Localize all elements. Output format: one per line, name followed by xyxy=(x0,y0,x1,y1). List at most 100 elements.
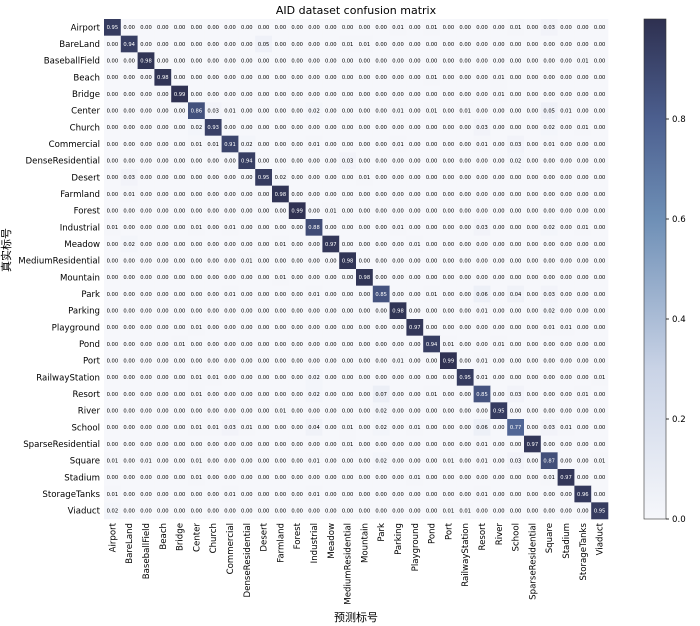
heatmap-cell-label: 0.00 xyxy=(291,108,303,114)
heatmap-cell xyxy=(591,52,609,70)
heatmap-cell-label: 0.00 xyxy=(359,408,371,414)
heatmap-cell-label: 0.00 xyxy=(241,125,253,131)
heatmap-cell-label: 0.00 xyxy=(207,42,219,48)
heatmap-cell xyxy=(288,185,306,203)
heatmap-cell xyxy=(154,152,172,170)
heatmap-cell xyxy=(423,502,441,520)
heatmap-cell-label: 0.00 xyxy=(291,392,303,398)
heatmap-cell-label: 0.00 xyxy=(375,492,387,498)
heatmap-cell-label: 0.00 xyxy=(224,308,236,314)
heatmap-cell xyxy=(591,85,609,103)
heatmap-cell-label: 0.00 xyxy=(174,42,186,48)
heatmap-cell xyxy=(238,35,256,53)
heatmap-cell-label: 0.00 xyxy=(174,158,186,164)
heatmap-cell xyxy=(490,435,508,453)
heatmap-cell-label: 0.98 xyxy=(275,192,287,198)
heatmap-cell-label: 0.00 xyxy=(325,142,337,148)
y-tick-label: DenseResidential xyxy=(26,157,100,167)
heatmap-cell xyxy=(104,35,122,53)
heatmap-cell xyxy=(507,119,525,136)
heatmap-cell-label: 0.00 xyxy=(594,275,606,281)
heatmap-cell-label: 0.00 xyxy=(342,208,354,214)
heatmap-cell xyxy=(305,402,323,420)
heatmap-cell-label: 0.00 xyxy=(308,75,320,81)
heatmap-cell xyxy=(524,269,542,286)
heatmap-cell xyxy=(305,302,323,320)
heatmap-cell xyxy=(406,269,424,286)
heatmap-cell-label: 0.02 xyxy=(510,158,522,164)
heatmap-cell xyxy=(372,435,390,453)
heatmap-cell-label: 0.00 xyxy=(207,442,219,448)
heatmap-cell-label: 0.00 xyxy=(308,475,320,481)
heatmap-cell xyxy=(221,169,239,186)
heatmap-cell-label: 0.00 xyxy=(325,292,337,298)
heatmap-cell-label: 0.00 xyxy=(560,142,572,148)
heatmap-cell-label: 0.00 xyxy=(375,75,387,81)
heatmap-cell-label: 0.00 xyxy=(291,475,303,481)
heatmap-cell xyxy=(456,402,474,420)
heatmap-cell-label: 0.00 xyxy=(359,58,371,64)
heatmap-cell xyxy=(204,85,222,103)
heatmap-cell xyxy=(288,119,306,136)
heatmap-cell-label: 0.00 xyxy=(527,158,539,164)
heatmap-cell xyxy=(137,369,155,386)
x-tick-label: Port xyxy=(444,522,454,540)
x-tick-label: MediumResidential xyxy=(344,523,354,605)
heatmap-cell xyxy=(372,35,390,53)
heatmap-cell-label: 0.00 xyxy=(258,75,270,81)
heatmap-cell xyxy=(372,385,390,403)
heatmap-cell xyxy=(238,235,256,253)
heatmap-cell-label: 0.00 xyxy=(392,158,404,164)
heatmap-cell-label: 0.00 xyxy=(174,458,186,464)
heatmap-cell xyxy=(339,385,357,403)
heatmap-cell-label: 0.00 xyxy=(191,58,203,64)
heatmap-cell-label: 0.00 xyxy=(275,258,287,264)
heatmap-cell xyxy=(272,69,290,86)
heatmap-cell-label: 0.00 xyxy=(443,108,455,114)
heatmap-cell-label: 0.01 xyxy=(426,392,438,398)
heatmap-cell xyxy=(188,35,206,53)
heatmap-cell-label: 0.00 xyxy=(157,158,169,164)
heatmap-cell-label: 0.00 xyxy=(224,192,236,198)
heatmap-cell xyxy=(137,235,155,253)
heatmap-cell-label: 0.00 xyxy=(325,342,337,348)
heatmap-cell xyxy=(372,352,390,370)
heatmap-cell-label: 0.00 xyxy=(543,358,555,364)
heatmap-cell xyxy=(288,69,306,86)
heatmap-cell xyxy=(104,419,122,436)
heatmap-cell-label: 0.00 xyxy=(577,92,589,98)
heatmap-cell xyxy=(524,285,542,303)
heatmap-cell xyxy=(221,352,239,370)
heatmap-cell xyxy=(104,119,122,136)
heatmap-cell xyxy=(288,419,306,436)
heatmap-cell-label: 0.00 xyxy=(224,208,236,214)
heatmap-cell-label: 0.00 xyxy=(191,258,203,264)
heatmap-cell xyxy=(557,202,575,220)
heatmap-cell xyxy=(406,185,424,203)
heatmap-cell xyxy=(490,352,508,370)
heatmap-cell xyxy=(171,235,189,253)
heatmap-cell xyxy=(507,452,525,470)
heatmap-cell-label: 0.00 xyxy=(493,308,505,314)
heatmap-cell xyxy=(540,302,558,320)
heatmap-cell-label: 0.00 xyxy=(594,358,606,364)
heatmap-cell-label: 0.01 xyxy=(308,458,320,464)
y-tick-label: Playground xyxy=(52,323,100,333)
heatmap-cell xyxy=(188,302,206,320)
y-tick-label: Park xyxy=(81,290,100,300)
heatmap-cell-label: 0.00 xyxy=(443,425,455,431)
heatmap-cell xyxy=(372,319,390,336)
heatmap-cell xyxy=(238,19,256,36)
heatmap-cell xyxy=(591,302,609,320)
heatmap-cell xyxy=(473,435,491,453)
heatmap-cell xyxy=(490,485,508,503)
heatmap-cell xyxy=(137,319,155,336)
heatmap-cell-label: 0.00 xyxy=(493,392,505,398)
heatmap-cell xyxy=(120,235,138,253)
heatmap-cell-label: 0.00 xyxy=(577,475,589,481)
heatmap-cell-label: 0.00 xyxy=(174,242,186,248)
heatmap-cell xyxy=(540,285,558,303)
heatmap-cell xyxy=(120,135,138,153)
heatmap-cell xyxy=(339,19,357,36)
heatmap-cell xyxy=(221,235,239,253)
